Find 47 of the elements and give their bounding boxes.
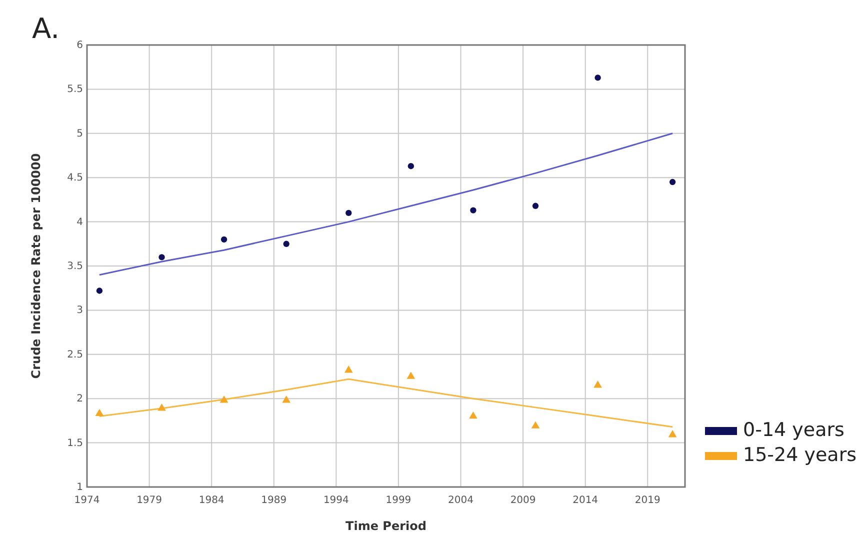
point xyxy=(220,396,228,403)
point xyxy=(532,202,539,209)
x-tick-label: 2019 xyxy=(634,495,660,506)
point xyxy=(531,421,540,428)
x-tick-label: 1974 xyxy=(74,495,100,506)
point xyxy=(594,380,602,388)
y-tick-label: 3.5 xyxy=(67,261,83,272)
y-tick-label: 5.5 xyxy=(67,84,83,96)
x-tick-label: 1989 xyxy=(261,495,287,506)
point xyxy=(346,210,352,216)
x-tick-label: 1979 xyxy=(136,495,162,506)
x-tick-label: 1999 xyxy=(386,495,412,506)
point xyxy=(158,404,166,411)
y-tick-label: 5 xyxy=(76,128,83,140)
x-tick-label: 2009 xyxy=(510,495,536,506)
y-axis-title: Crude Incidence Rate per 100000 xyxy=(29,153,43,379)
x-axis-title: Time Period xyxy=(346,519,426,533)
point xyxy=(96,288,103,294)
x-tick-label: 1994 xyxy=(323,495,349,506)
point xyxy=(344,366,353,373)
y-tick-label: 2.5 xyxy=(67,349,83,360)
y-tick-label: 6 xyxy=(76,40,83,51)
y-tick-label: 4 xyxy=(76,216,83,228)
point xyxy=(668,430,677,438)
point xyxy=(282,396,290,403)
y-tick-label: 3 xyxy=(76,305,83,316)
point xyxy=(594,74,601,81)
point xyxy=(469,411,478,419)
y-tick-label: 1.5 xyxy=(67,438,83,449)
point xyxy=(220,236,228,243)
chart-title: A. xyxy=(32,12,60,45)
x-tick-label: 1984 xyxy=(198,495,224,506)
point xyxy=(406,372,416,379)
point xyxy=(283,240,290,247)
point xyxy=(669,178,676,186)
y-tick-label: 2 xyxy=(76,394,83,405)
line-series xyxy=(98,132,674,276)
y-tick-label: 1 xyxy=(76,482,83,493)
legend-label: 0-14 years xyxy=(743,419,844,441)
point xyxy=(95,408,104,416)
legend-label: 15-24 years xyxy=(743,444,857,466)
x-tick-label: 2014 xyxy=(572,495,598,506)
point xyxy=(470,207,476,214)
x-tick-label: 2004 xyxy=(448,495,474,506)
point xyxy=(408,163,414,170)
y-tick-label: 4.5 xyxy=(67,172,83,184)
point xyxy=(158,254,165,260)
